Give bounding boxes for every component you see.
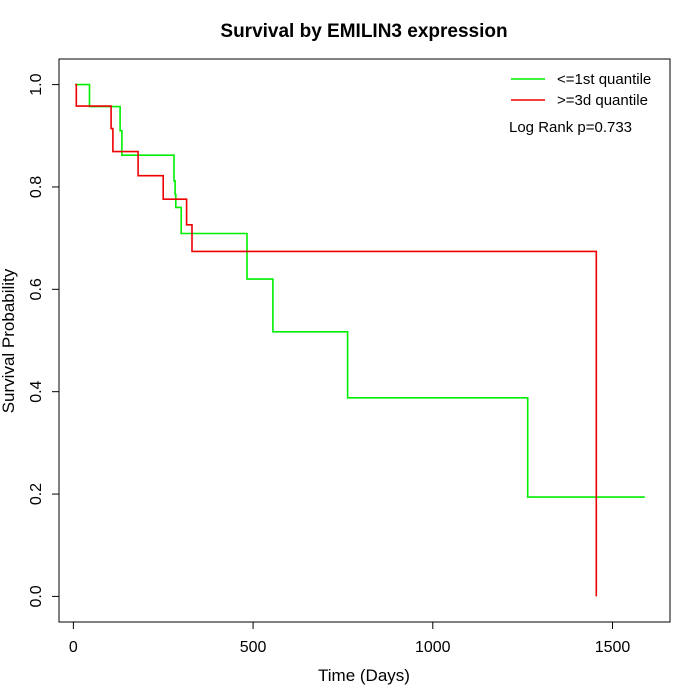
y-tick-label: 1.0 bbox=[28, 73, 45, 95]
x-tick-label: 1000 bbox=[415, 639, 451, 656]
series-layer bbox=[75, 83, 645, 597]
y-axis: 0.0 0.2 0.4 0.6 0.8 1.0 bbox=[28, 73, 60, 608]
x-tick-label: 500 bbox=[240, 639, 267, 656]
x-axis-label: Time (Days) bbox=[318, 666, 410, 685]
series-line-2 bbox=[75, 83, 598, 597]
y-axis-label: Survival Probability bbox=[0, 268, 18, 413]
x-axis: 0 500 1000 1500 bbox=[69, 621, 631, 656]
y-tick-label: 0.6 bbox=[28, 278, 45, 300]
legend: <=1st quantile >=3d quantile bbox=[511, 71, 651, 109]
y-tick-label: 0.0 bbox=[28, 585, 45, 607]
log-rank-annotation: Log Rank p=0.733 bbox=[509, 119, 632, 136]
x-tick-label: 1500 bbox=[595, 639, 631, 656]
y-tick-label: 0.4 bbox=[28, 380, 45, 402]
legend-label: <=1st quantile bbox=[557, 71, 651, 88]
y-tick-label: 0.2 bbox=[28, 483, 45, 505]
legend-label: >=3d quantile bbox=[557, 92, 648, 109]
chart-title: Survival by EMILIN3 expression bbox=[220, 21, 507, 42]
plot-frame bbox=[58, 58, 671, 623]
x-tick-label: 0 bbox=[69, 639, 78, 656]
y-tick-label: 0.8 bbox=[28, 176, 45, 198]
series-line-1 bbox=[75, 83, 645, 498]
